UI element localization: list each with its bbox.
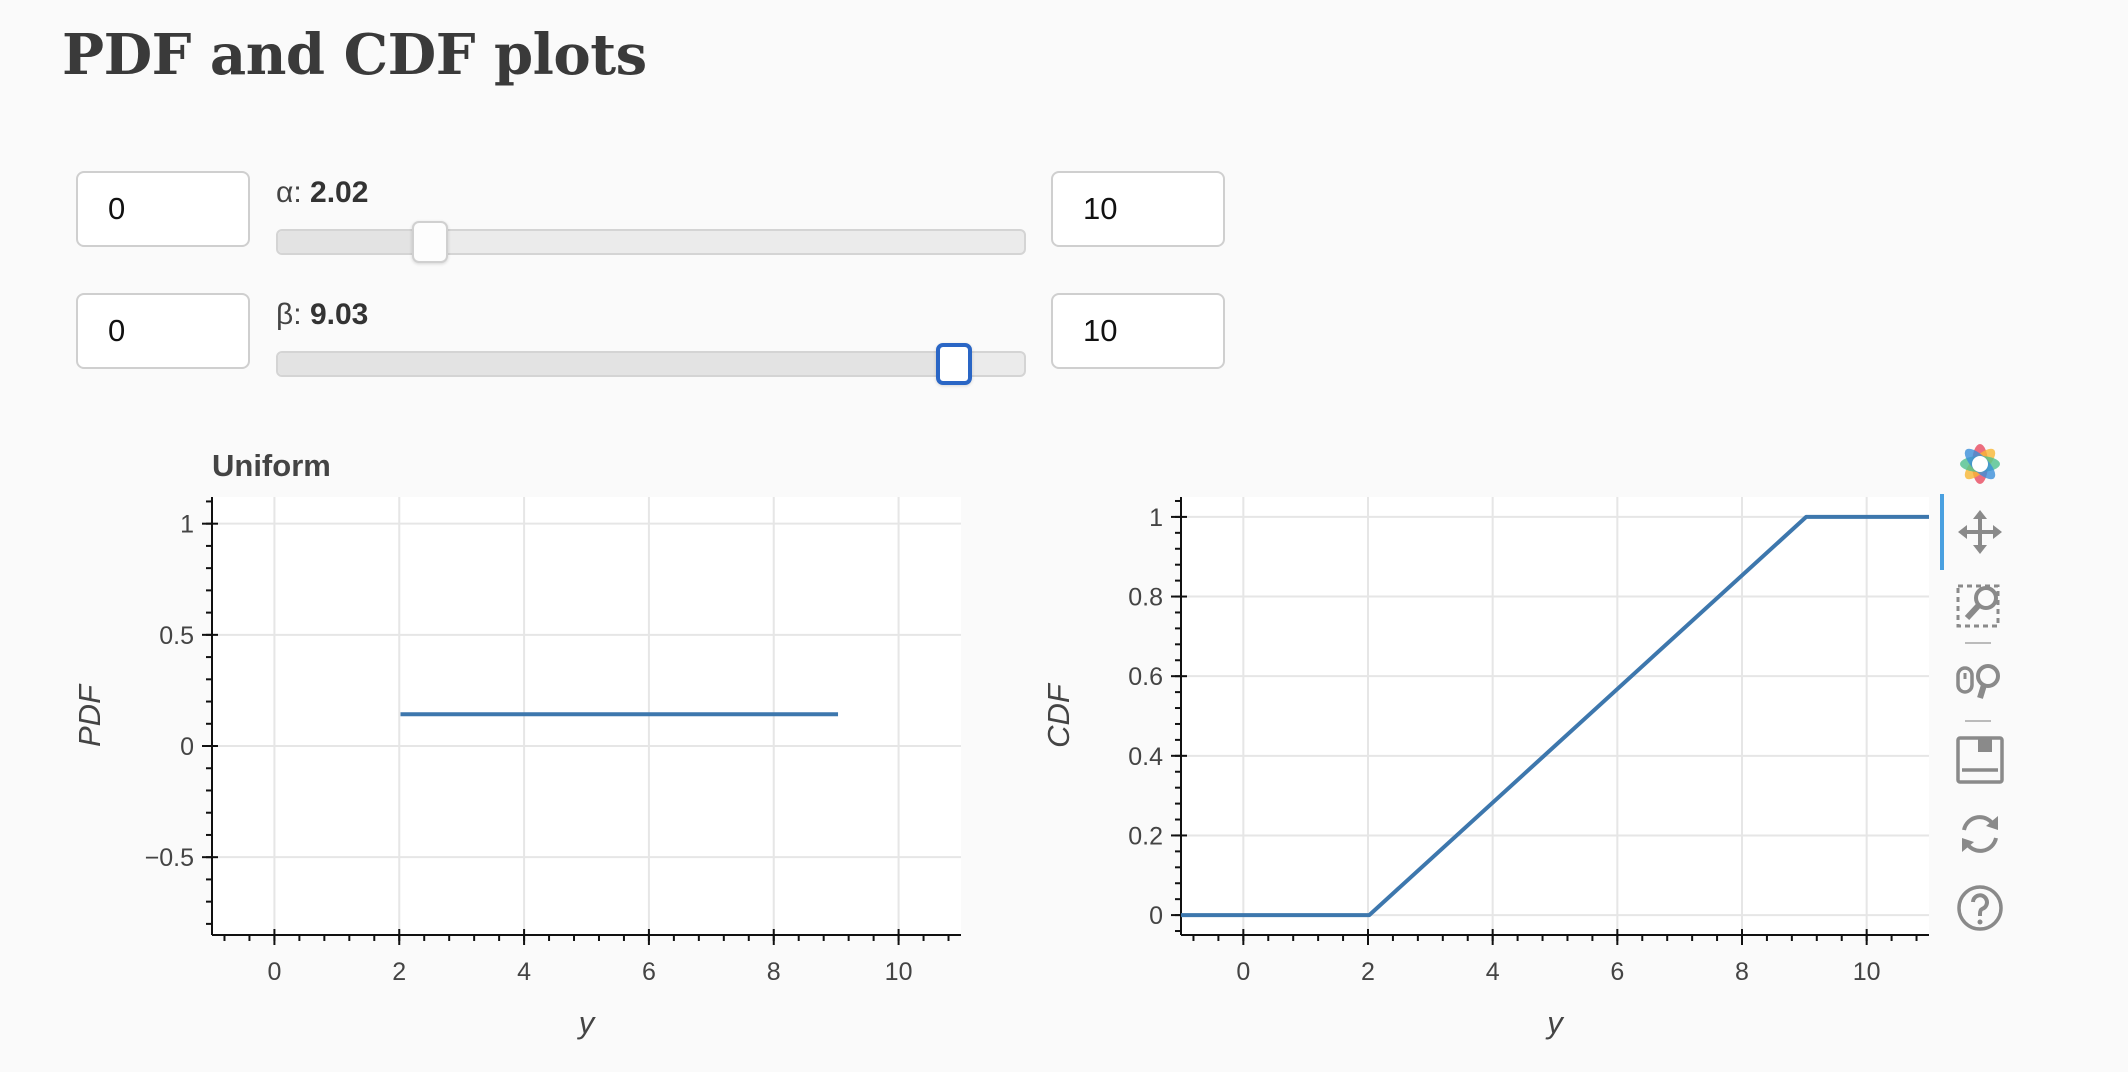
cdf-x-tick-label: 2 — [1361, 958, 1375, 986]
alpha-value: 2.02 — [310, 176, 369, 209]
alpha-slider-handle[interactable] — [412, 221, 448, 263]
cdf-series-line — [1181, 514, 1929, 918]
cdf-y-tick-label: 0.6 — [1128, 663, 1163, 691]
pdf-y-axis-label: PDF — [72, 683, 107, 747]
pdf-y-tick-label: −0.5 — [145, 844, 194, 872]
active-tool-indicator — [1940, 494, 1944, 570]
beta-slider-label: β: 9.03 — [276, 298, 368, 332]
bokeh-logo-icon[interactable] — [1940, 428, 2020, 500]
pdf-y-tick-label: 0 — [180, 733, 194, 761]
help-icon[interactable] — [1940, 872, 2020, 944]
cdf-plot[interactable]: 0 2 4 6 8 10 0 0.2 0.4 0.6 0.8 1 y CDF — [1000, 470, 1940, 1070]
reset-icon[interactable] — [1940, 798, 2020, 870]
alpha-slider[interactable] — [276, 221, 1026, 263]
cdf-plot-area — [1181, 497, 1929, 935]
alpha-slider-fill — [278, 231, 430, 253]
cdf-y-tick-label: 1 — [1149, 504, 1163, 532]
cdf-y-tick-label: 0.8 — [1128, 584, 1163, 612]
pdf-plot-title: Uniform — [212, 448, 331, 483]
cdf-y-tick-label: 0.4 — [1128, 743, 1163, 771]
wheel-zoom-icon[interactable] — [1940, 646, 2020, 718]
cdf-x-tick-label: 10 — [1853, 958, 1881, 986]
pdf-y-tick-label: 0.5 — [159, 622, 194, 650]
toolbar-separator — [1965, 642, 1991, 644]
pdf-plot[interactable]: 0 2 4 6 8 10 −0.5 0 0.5 1 y PDF — [0, 470, 1000, 1070]
alpha-max-input[interactable] — [1051, 171, 1225, 247]
cdf-y-tick-label: 0 — [1149, 902, 1163, 930]
cdf-y-tick-label: 0.2 — [1128, 822, 1163, 850]
beta-label-text: β: — [276, 298, 310, 331]
alpha-label-text: α: — [276, 176, 311, 209]
cdf-y-axis-label: CDF — [1041, 682, 1076, 748]
beta-slider-handle[interactable] — [936, 343, 972, 385]
pdf-x-tick-label: 10 — [885, 958, 913, 986]
cdf-x-tick-label: 8 — [1735, 958, 1749, 986]
pdf-x-tick-label: 8 — [767, 958, 781, 986]
beta-min-input[interactable] — [76, 293, 250, 369]
pan-icon[interactable] — [1940, 496, 2020, 568]
pdf-x-tick-label: 2 — [392, 958, 406, 986]
pdf-x-axis-label: y — [577, 1005, 597, 1040]
pdf-y-tick-label: 1 — [180, 511, 194, 539]
beta-max-input[interactable] — [1051, 293, 1225, 369]
cdf-x-tick-label: 6 — [1610, 958, 1624, 986]
pdf-x-tick-label: 6 — [642, 958, 656, 986]
alpha-slider-label: α: 2.02 — [276, 176, 368, 210]
alpha-min-input[interactable] — [76, 171, 250, 247]
pdf-x-tick-label: 4 — [517, 958, 531, 986]
beta-value: 9.03 — [309, 298, 369, 331]
page-title: PDF and CDF plots — [62, 22, 647, 88]
beta-slider-fill — [278, 353, 955, 375]
cdf-x-tick-label: 0 — [1236, 958, 1250, 986]
save-icon[interactable] — [1940, 724, 2020, 796]
beta-slider[interactable] — [276, 343, 1026, 385]
pdf-x-tick-label: 0 — [267, 958, 281, 986]
plot-toolbar — [1940, 420, 2020, 931]
cdf-x-axis-label: y — [1545, 1005, 1565, 1040]
cdf-x-tick-label: 4 — [1486, 958, 1500, 986]
toolbar-separator — [1965, 720, 1991, 722]
box-zoom-icon[interactable] — [1940, 570, 2020, 642]
